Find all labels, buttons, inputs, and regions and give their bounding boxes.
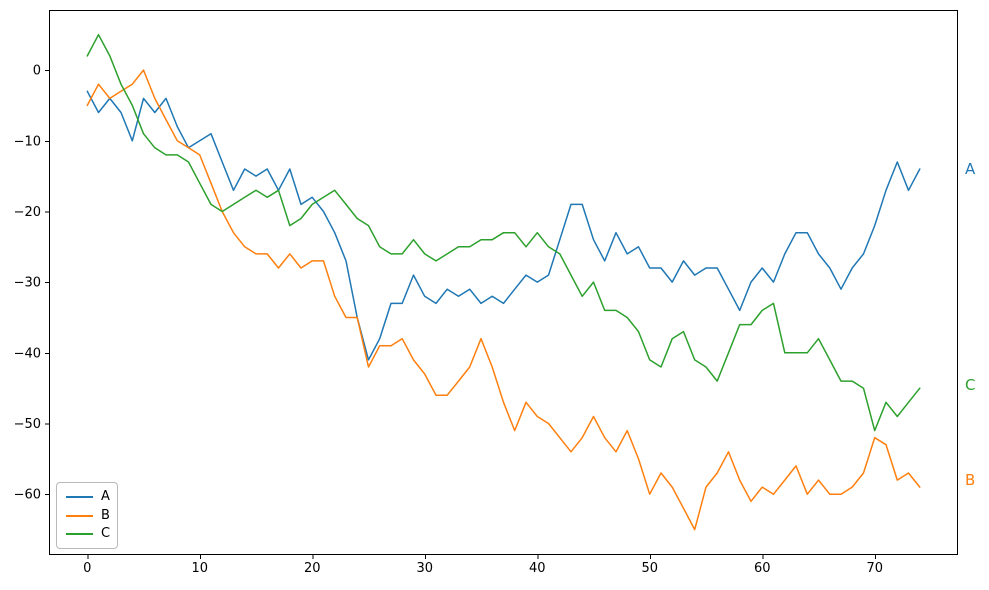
y-tick-label-−10: −10 — [14, 134, 41, 149]
x-tick-label-30: 30 — [416, 561, 433, 576]
series-line-A — [86, 90, 921, 361]
legend-item-B: B — [66, 507, 110, 523]
x-tick-label-70: 70 — [866, 561, 883, 576]
legend-line-sample-C — [66, 533, 93, 535]
legend-line-sample-B — [66, 514, 93, 517]
x-axis-ticks: 0 10 20 30 40 50 60 70 — [83, 555, 883, 576]
x-tick-label-40: 40 — [529, 561, 546, 576]
y-tick-label-−60: −60 — [14, 488, 41, 503]
legend-label-C: C — [101, 526, 111, 541]
series-line-B — [86, 69, 921, 531]
y-tick-label-−20: −20 — [14, 205, 41, 220]
legend-item-C: C — [66, 526, 111, 541]
legend: A B C — [56, 482, 118, 549]
legend-line-sample-A — [66, 496, 93, 498]
plot-border — [49, 10, 958, 555]
y-tick-label-−40: −40 — [14, 346, 41, 361]
end-label-B: B — [965, 471, 976, 490]
y-tick-label-0: 0 — [33, 64, 41, 79]
legend-label-B: B — [101, 507, 110, 523]
y-tick-label-−50: −50 — [14, 417, 41, 432]
y-axis-ticks: 0 −10 −20 −30 −40 −50 −60 — [14, 64, 49, 503]
series-line-C — [86, 33, 921, 432]
end-label-A: A — [965, 160, 976, 179]
x-tick-label-0: 0 — [83, 561, 91, 576]
x-tick-label-20: 20 — [304, 561, 321, 576]
y-tick-label-−30: −30 — [14, 276, 41, 291]
x-tick-label-10: 10 — [191, 561, 208, 576]
legend-label-A: A — [101, 489, 110, 504]
series-lines — [86, 33, 921, 531]
x-tick-label-50: 50 — [641, 561, 658, 576]
end-label-C: C — [965, 375, 976, 394]
plot-spines — [49, 10, 958, 555]
x-tick-label-60: 60 — [754, 561, 771, 576]
legend-item-A: A — [66, 489, 110, 504]
